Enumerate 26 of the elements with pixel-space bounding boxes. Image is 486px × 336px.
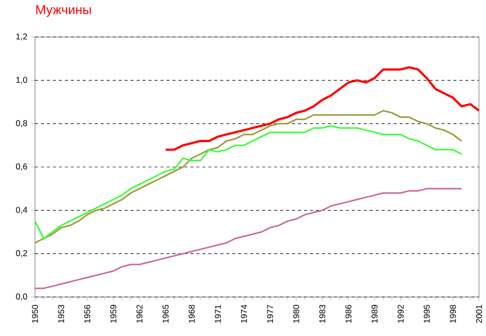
x-tick-label: 1974 <box>240 304 247 323</box>
x-tick-label: 1953 <box>58 304 64 323</box>
x-tick-label: 1950 <box>32 304 38 323</box>
x-tick-label: 2001 <box>476 304 482 323</box>
y-tick-label: 1,0 <box>16 76 28 84</box>
chart-title: Мужчины <box>36 5 91 17</box>
x-tick-label: 1968 <box>188 304 195 323</box>
x-tick-label: 1965 <box>162 304 169 323</box>
x-tick-label: 1971 <box>214 304 221 323</box>
y-tick-label: 0,8 <box>16 120 28 128</box>
x-tick-label: 1998 <box>450 304 456 323</box>
y-tick-label: 0,4 <box>16 206 28 214</box>
x-tick-label: 1962 <box>136 304 142 323</box>
x-tick-label: 1980 <box>293 304 300 323</box>
y-tick-label: 1,2 <box>16 34 28 40</box>
y-tick-label: 0,6 <box>16 164 28 170</box>
x-tick-label: 1977 <box>267 304 274 323</box>
x-tick-label: 1989 <box>372 304 378 323</box>
x-tick-label: 1986 <box>345 304 352 323</box>
y-tick-label: 0,0 <box>16 294 28 300</box>
x-tick-label: 1956 <box>84 304 90 323</box>
x-tick-label: 1995 <box>424 304 430 323</box>
x-tick-label: 1983 <box>319 304 326 323</box>
x-tick-label: 1959 <box>110 304 116 323</box>
y-tick-label: 0,2 <box>16 250 28 258</box>
x-tick-label: 1992 <box>398 304 404 323</box>
